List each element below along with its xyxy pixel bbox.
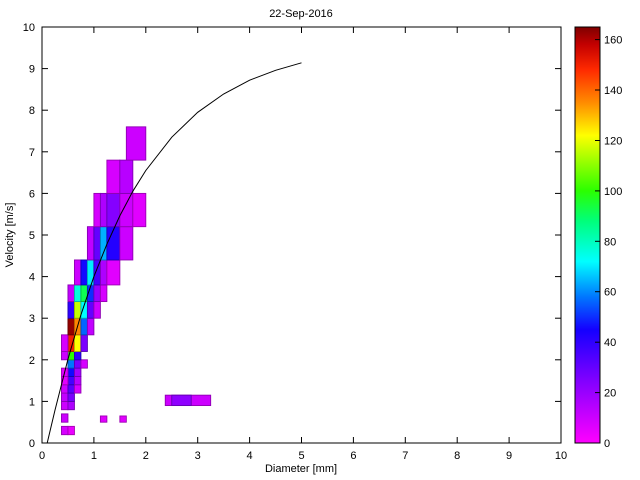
heatmap-cell: [61, 392, 69, 402]
heatmap-cell: [67, 375, 75, 386]
heatmap-cell: [99, 415, 108, 423]
heatmap-cell: [61, 400, 69, 411]
heatmap-cell: [67, 367, 75, 377]
heatmap-cell: [99, 259, 108, 286]
y-tick-label: 4: [29, 272, 35, 284]
heatmap-cell: [106, 226, 121, 261]
heatmap-cell: [80, 359, 88, 369]
colorbar-tick-label: 40: [604, 337, 616, 349]
x-tick-label: 0: [39, 450, 45, 462]
heatmap-cell: [73, 334, 82, 352]
y-tick-label: 9: [29, 64, 35, 76]
heatmap-cell: [132, 192, 147, 228]
heatmap-cell: [171, 394, 192, 407]
heatmap-cell: [99, 192, 108, 228]
heatmap-cell: [106, 192, 121, 228]
y-tick-label: 7: [29, 147, 35, 159]
colorbar-layer: 0 20 40 60 80 100 120 140 160: [574, 26, 622, 450]
y-tick-label: 6: [29, 188, 35, 200]
heatmap-cell: [80, 334, 88, 352]
colorbar: [574, 26, 601, 444]
heatmap-cell: [61, 425, 69, 436]
x-tick-label: 6: [350, 450, 356, 462]
x-tick-label: 3: [195, 450, 201, 462]
x-tick-label: 8: [454, 450, 460, 462]
x-tick-label: 5: [298, 450, 304, 462]
heatmap-cell: [67, 317, 75, 336]
y-tick-label: 1: [29, 396, 35, 408]
heatmap-cell: [61, 384, 69, 394]
colorbar-tick-label: 80: [604, 236, 616, 248]
heatmap-cell: [73, 367, 82, 377]
heatmap-cell: [86, 317, 95, 336]
colorbar-tick-label: 120: [604, 136, 622, 148]
y-tick-label: 2: [29, 355, 35, 367]
y-tick-label: 10: [23, 22, 35, 34]
heatmap-cell: [67, 392, 75, 402]
heatmap-cell: [99, 284, 108, 303]
heatmap-cell: [93, 226, 101, 261]
heatmap-cell: [86, 226, 95, 261]
chart-title: 22-Sep-2016: [269, 8, 333, 20]
curve-layer: [46, 62, 302, 444]
heatmap-cell: [67, 284, 75, 303]
heatmap-cell: [119, 226, 134, 261]
colorbar-tick-label: 140: [604, 85, 622, 97]
heatmap-cell: [119, 192, 134, 228]
colorbar-tick-label: 60: [604, 287, 616, 299]
heatmap-cell: [93, 192, 101, 228]
colorbar-tick-label: 160: [604, 35, 622, 47]
heatmap-cell: [106, 159, 121, 194]
axes-layer: 0 1 2 3 4 5 6 7 8 9 10 0 1 2 3 4 5 6 7 8 9 10: [23, 22, 567, 462]
heatmap-cell: [61, 334, 69, 352]
heatmap-cell: [61, 413, 69, 423]
colorbar-tick-label: 20: [604, 388, 616, 400]
heatmap-cell: [119, 159, 134, 194]
heatmap-cell: [61, 351, 69, 361]
colorbar-tick-label: 0: [604, 438, 610, 450]
heatmap-cell: [73, 301, 82, 319]
heatmap-cell: [67, 359, 75, 369]
colorbar-tick-label: 100: [604, 186, 622, 198]
heatmap-cell: [106, 259, 121, 286]
x-tick-label: 2: [143, 450, 149, 462]
x-axis-label: Diameter [mm]: [265, 463, 337, 475]
heatmap-cell: [125, 126, 147, 161]
x-tick-label: 7: [402, 450, 408, 462]
heatmap-cell: [80, 259, 88, 286]
heatmap-cell: [86, 259, 95, 286]
heatmap-cell: [73, 384, 82, 394]
y-tick-label: 0: [29, 438, 35, 450]
heatmap-cell: [119, 415, 127, 423]
heatmap-cell: [67, 425, 75, 436]
heatmap-cell: [86, 301, 95, 319]
heatmap-cell: [73, 259, 82, 286]
heatmap-cell: [67, 400, 75, 411]
y-tick-label: 8: [29, 105, 35, 117]
x-tick-label: 1: [91, 450, 97, 462]
heatmap-cell: [99, 226, 108, 261]
y-axis-label: Velocity [m/s]: [4, 203, 16, 268]
x-tick-label: 4: [247, 450, 253, 462]
heatmap-cell: [73, 351, 82, 361]
y-tick-label: 5: [29, 230, 35, 242]
y-tick-label: 3: [29, 313, 35, 325]
x-tick-label: 9: [506, 450, 512, 462]
x-tick-label: 10: [555, 450, 567, 462]
terminal-velocity-curve: [46, 62, 302, 444]
heatmap-cell: [93, 301, 101, 319]
heatmap-cell: [67, 384, 75, 394]
heatmap-cell: [80, 317, 88, 336]
heatmap-cell: [73, 359, 82, 369]
heatmap-cell: [73, 375, 82, 386]
heatmap-layer: [61, 126, 212, 436]
heatmap-cell: [93, 284, 101, 303]
heatmap-cell: [67, 301, 75, 319]
heatmap-cell: [73, 284, 82, 303]
